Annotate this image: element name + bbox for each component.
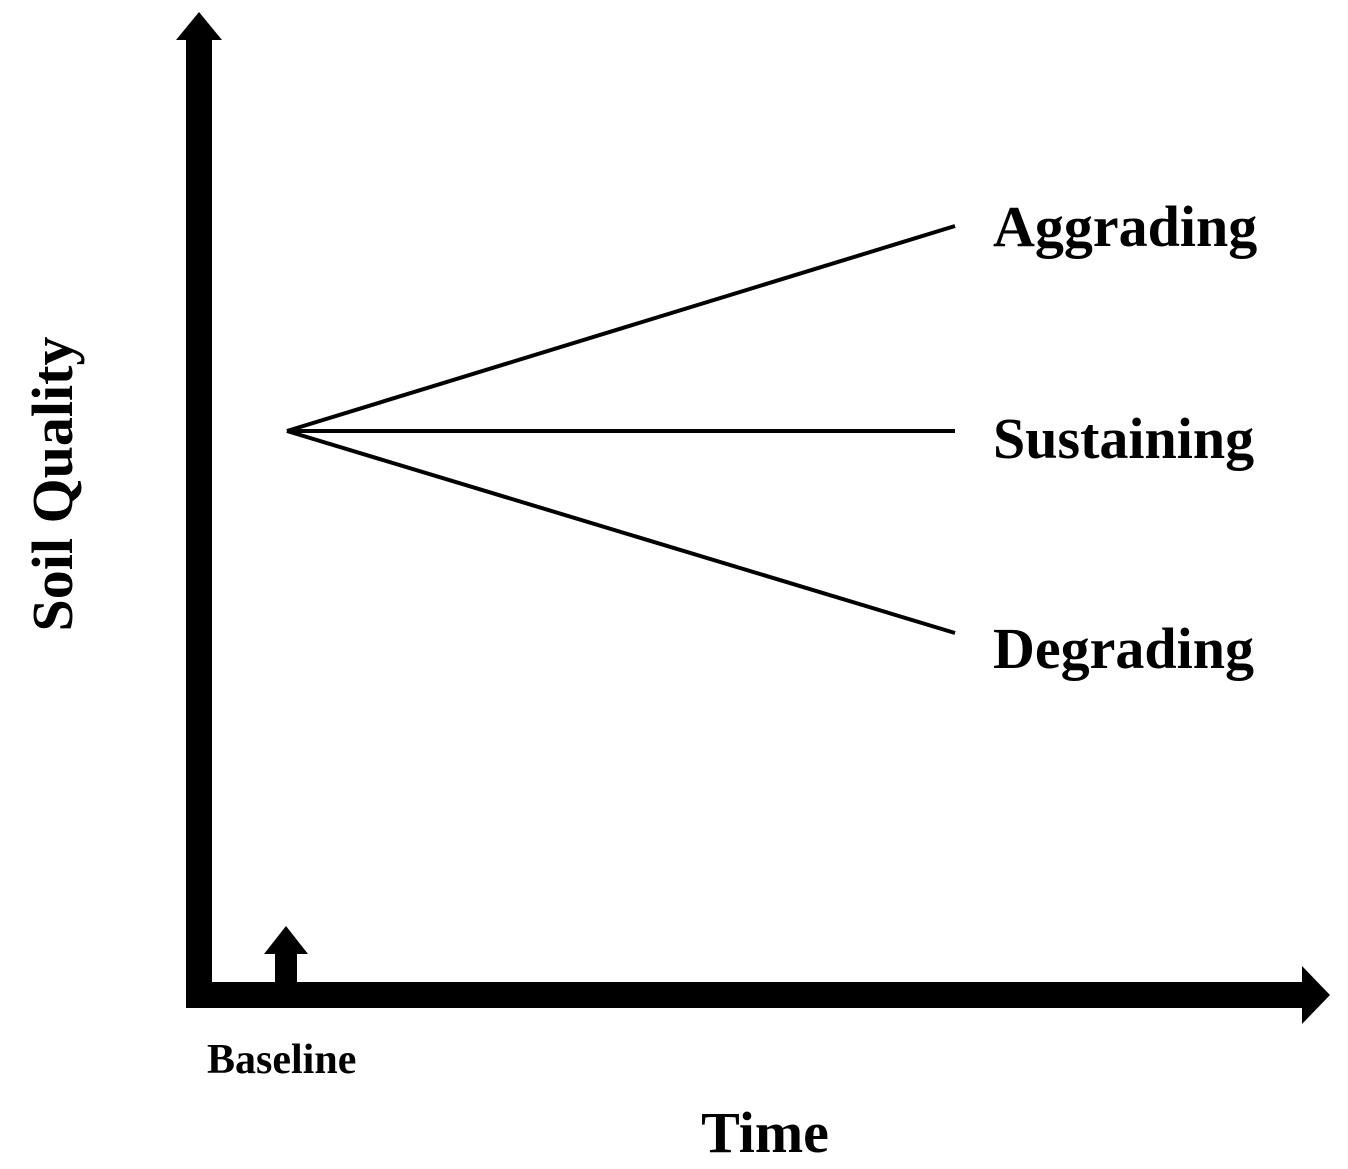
x-axis-shaft: [186, 982, 1306, 1008]
y-axis: [176, 12, 222, 1008]
sustaining-label: Sustaining: [993, 406, 1254, 471]
aggrading-line: [286, 224, 956, 433]
y-axis-label: Soil Quality: [20, 337, 85, 632]
x-axis-label: Time: [701, 1100, 829, 1165]
y-axis-shaft: [186, 36, 212, 1008]
degrading-line: [286, 429, 956, 635]
aggrading-label: Aggrading: [993, 194, 1257, 259]
x-axis-arrowhead: [1302, 966, 1330, 1024]
y-axis-arrowhead: [176, 12, 222, 40]
x-axis: [186, 966, 1330, 1024]
trajectory-lines: [286, 224, 956, 635]
baseline-label: Baseline: [207, 1037, 356, 1083]
baseline-marker: [264, 926, 308, 984]
baseline-marker-arrowhead: [264, 926, 308, 954]
degrading-label: Degrading: [993, 616, 1254, 681]
baseline-marker-shaft: [275, 952, 297, 984]
